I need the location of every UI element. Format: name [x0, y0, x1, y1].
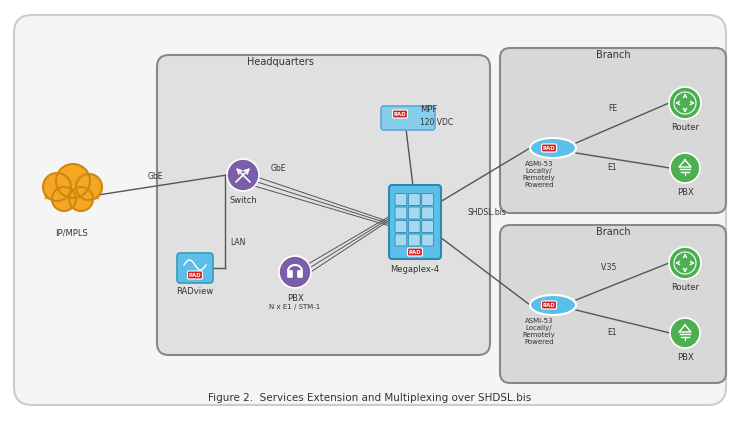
Circle shape: [52, 187, 76, 211]
Text: E1: E1: [608, 327, 617, 337]
Text: RAD: RAD: [542, 146, 555, 151]
Circle shape: [227, 159, 259, 191]
Circle shape: [76, 174, 102, 200]
FancyBboxPatch shape: [408, 234, 420, 246]
Text: ASMi-53
Locally/
Remotely
Powered: ASMi-53 Locally/ Remotely Powered: [522, 318, 556, 345]
Circle shape: [669, 247, 701, 279]
Circle shape: [69, 187, 93, 211]
FancyBboxPatch shape: [408, 193, 420, 206]
Text: Router: Router: [671, 283, 699, 292]
Text: MPF: MPF: [420, 104, 437, 113]
FancyBboxPatch shape: [288, 270, 292, 277]
FancyBboxPatch shape: [408, 248, 423, 256]
FancyBboxPatch shape: [408, 207, 420, 219]
Circle shape: [670, 153, 700, 183]
FancyBboxPatch shape: [500, 48, 726, 213]
Text: Branch: Branch: [596, 50, 630, 60]
FancyBboxPatch shape: [187, 271, 203, 279]
Text: PBX: PBX: [676, 353, 693, 362]
Text: FE: FE: [608, 104, 617, 113]
Text: RAD: RAD: [408, 250, 421, 255]
Text: GbE: GbE: [147, 171, 163, 181]
Text: E1: E1: [608, 162, 617, 171]
FancyBboxPatch shape: [422, 207, 434, 219]
FancyBboxPatch shape: [422, 220, 434, 233]
Text: Router: Router: [671, 123, 699, 132]
Text: IP/MPLS: IP/MPLS: [56, 228, 88, 237]
FancyBboxPatch shape: [297, 270, 303, 277]
Text: Headquarters: Headquarters: [246, 57, 314, 67]
FancyBboxPatch shape: [395, 220, 407, 233]
Text: Megaplex-4: Megaplex-4: [391, 265, 440, 274]
Circle shape: [669, 87, 701, 119]
Circle shape: [279, 256, 311, 288]
FancyBboxPatch shape: [157, 55, 490, 355]
Circle shape: [670, 318, 700, 348]
FancyBboxPatch shape: [542, 144, 556, 152]
FancyBboxPatch shape: [408, 220, 420, 233]
Circle shape: [43, 173, 71, 201]
FancyBboxPatch shape: [500, 225, 726, 383]
Text: 120 VDC: 120 VDC: [420, 118, 453, 126]
Circle shape: [56, 164, 90, 198]
Text: PBX: PBX: [286, 294, 303, 303]
FancyBboxPatch shape: [14, 15, 726, 405]
FancyBboxPatch shape: [395, 193, 407, 206]
Ellipse shape: [530, 295, 576, 315]
FancyBboxPatch shape: [381, 106, 435, 130]
Text: GbE: GbE: [271, 164, 286, 173]
Text: Switch: Switch: [229, 196, 257, 205]
FancyBboxPatch shape: [542, 301, 556, 309]
FancyBboxPatch shape: [422, 193, 434, 206]
FancyBboxPatch shape: [422, 234, 434, 246]
Text: ASMi-53
Locally/
Remotely
Powered: ASMi-53 Locally/ Remotely Powered: [522, 161, 556, 188]
Text: SHDSL.bis: SHDSL.bis: [467, 208, 506, 217]
FancyBboxPatch shape: [389, 185, 441, 259]
Text: Branch: Branch: [596, 227, 630, 237]
FancyBboxPatch shape: [395, 234, 407, 246]
Text: RAD: RAD: [394, 112, 406, 116]
Text: V.35: V.35: [601, 263, 617, 272]
FancyBboxPatch shape: [44, 179, 99, 199]
Text: RADview: RADview: [176, 287, 214, 296]
Ellipse shape: [530, 138, 576, 158]
FancyBboxPatch shape: [395, 207, 407, 219]
Text: RAD: RAD: [542, 302, 555, 308]
Text: LAN: LAN: [230, 237, 246, 247]
FancyBboxPatch shape: [177, 253, 213, 283]
Text: N x E1 / STM-1: N x E1 / STM-1: [269, 304, 320, 310]
Text: PBX: PBX: [676, 188, 693, 197]
FancyBboxPatch shape: [392, 110, 408, 118]
Text: Figure 2.  Services Extension and Multiplexing over SHDSL.bis: Figure 2. Services Extension and Multipl…: [209, 393, 531, 403]
Text: RAD: RAD: [189, 272, 201, 277]
